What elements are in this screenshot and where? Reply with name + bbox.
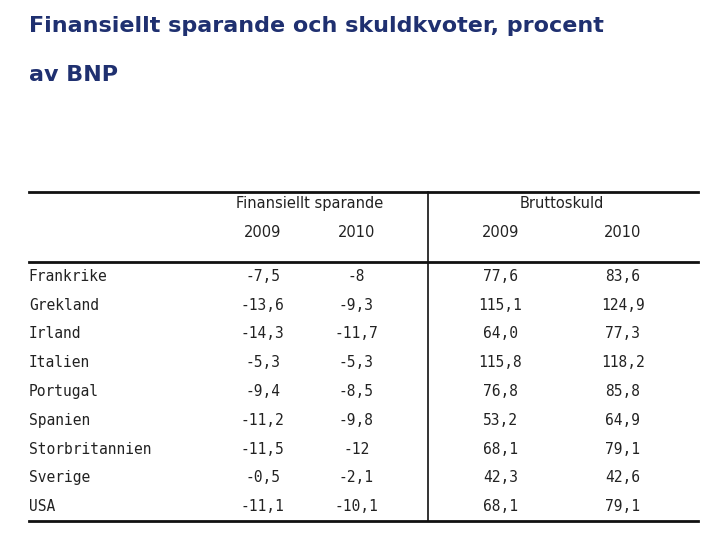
Text: 115,1: 115,1 [479, 298, 522, 313]
Text: USA: USA [29, 499, 55, 514]
Text: 68,1: 68,1 [483, 499, 518, 514]
Text: 68,1: 68,1 [483, 442, 518, 457]
Text: Storbritannien: Storbritannien [29, 442, 151, 457]
Text: -8,5: -8,5 [339, 384, 374, 399]
Text: Bruttoskuld: Bruttoskuld [519, 196, 604, 211]
Text: Portugal: Portugal [29, 384, 99, 399]
Text: -2,1: -2,1 [339, 470, 374, 485]
Text: -10,1: -10,1 [335, 499, 378, 514]
Text: 85,8: 85,8 [606, 384, 640, 399]
Text: Finansiellt sparande och skuldkvoter, procent: Finansiellt sparande och skuldkvoter, pr… [29, 16, 603, 36]
Text: Italien: Italien [29, 355, 90, 370]
Text: 42,6: 42,6 [606, 470, 640, 485]
Text: 77,6: 77,6 [483, 269, 518, 284]
Text: -8: -8 [348, 269, 365, 284]
Text: -11,5: -11,5 [241, 442, 284, 457]
Text: 2009: 2009 [482, 225, 519, 240]
Text: -12: -12 [343, 442, 369, 457]
Text: 76,8: 76,8 [483, 384, 518, 399]
Text: 53,2: 53,2 [483, 413, 518, 428]
Text: 118,2: 118,2 [601, 355, 644, 370]
Text: 2010: 2010 [338, 225, 375, 240]
Text: Finansiellt sparande: Finansiellt sparande [236, 196, 383, 211]
Text: -11,7: -11,7 [335, 326, 378, 341]
Text: 42,3: 42,3 [483, 470, 518, 485]
Text: -7,5: -7,5 [246, 269, 280, 284]
Text: Sverige: Sverige [29, 470, 90, 485]
Text: Frankrike: Frankrike [29, 269, 107, 284]
Text: 79,1: 79,1 [606, 499, 640, 514]
Text: 2010: 2010 [604, 225, 642, 240]
Text: Grekland: Grekland [29, 298, 99, 313]
Text: 124,9: 124,9 [601, 298, 644, 313]
Text: -11,1: -11,1 [241, 499, 284, 514]
Text: 77,3: 77,3 [606, 326, 640, 341]
Text: -13,6: -13,6 [241, 298, 284, 313]
Text: -14,3: -14,3 [241, 326, 284, 341]
Text: 2009: 2009 [244, 225, 282, 240]
Text: 79,1: 79,1 [606, 442, 640, 457]
Text: -9,8: -9,8 [339, 413, 374, 428]
Text: 64,0: 64,0 [483, 326, 518, 341]
Text: -11,2: -11,2 [241, 413, 284, 428]
Text: -9,3: -9,3 [339, 298, 374, 313]
Text: Spanien: Spanien [29, 413, 90, 428]
Text: av BNP: av BNP [29, 65, 118, 85]
Text: -5,3: -5,3 [246, 355, 280, 370]
Text: -9,4: -9,4 [246, 384, 280, 399]
Text: Irland: Irland [29, 326, 81, 341]
Text: 64,9: 64,9 [606, 413, 640, 428]
Text: 83,6: 83,6 [606, 269, 640, 284]
Text: 115,8: 115,8 [479, 355, 522, 370]
Text: -5,3: -5,3 [339, 355, 374, 370]
Text: -0,5: -0,5 [246, 470, 280, 485]
